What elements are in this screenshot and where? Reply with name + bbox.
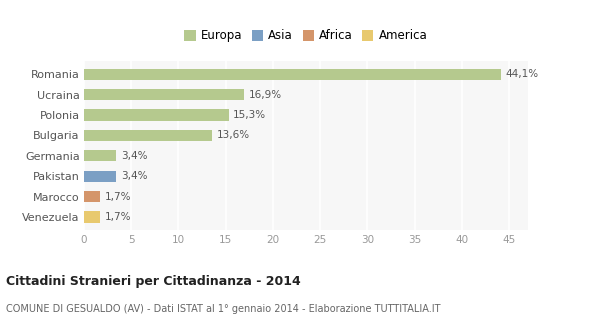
Text: 15,3%: 15,3%	[233, 110, 266, 120]
Bar	[84, 89, 244, 100]
Bar	[84, 150, 116, 161]
Bar	[84, 212, 100, 223]
Text: 3,4%: 3,4%	[121, 171, 148, 181]
Bar	[84, 68, 500, 80]
Legend: Europa, Asia, Africa, America: Europa, Asia, Africa, America	[184, 29, 428, 42]
Bar	[84, 171, 116, 182]
Text: 1,7%: 1,7%	[105, 212, 131, 222]
Bar	[84, 109, 229, 121]
Text: 13,6%: 13,6%	[217, 130, 250, 140]
Bar	[84, 191, 100, 202]
Text: 16,9%: 16,9%	[248, 90, 281, 100]
Text: COMUNE DI GESUALDO (AV) - Dati ISTAT al 1° gennaio 2014 - Elaborazione TUTTITALI: COMUNE DI GESUALDO (AV) - Dati ISTAT al …	[6, 304, 440, 314]
Text: 1,7%: 1,7%	[105, 192, 131, 202]
Bar	[84, 130, 212, 141]
Text: 3,4%: 3,4%	[121, 151, 148, 161]
Text: 44,1%: 44,1%	[505, 69, 538, 79]
Text: Cittadini Stranieri per Cittadinanza - 2014: Cittadini Stranieri per Cittadinanza - 2…	[6, 275, 301, 288]
